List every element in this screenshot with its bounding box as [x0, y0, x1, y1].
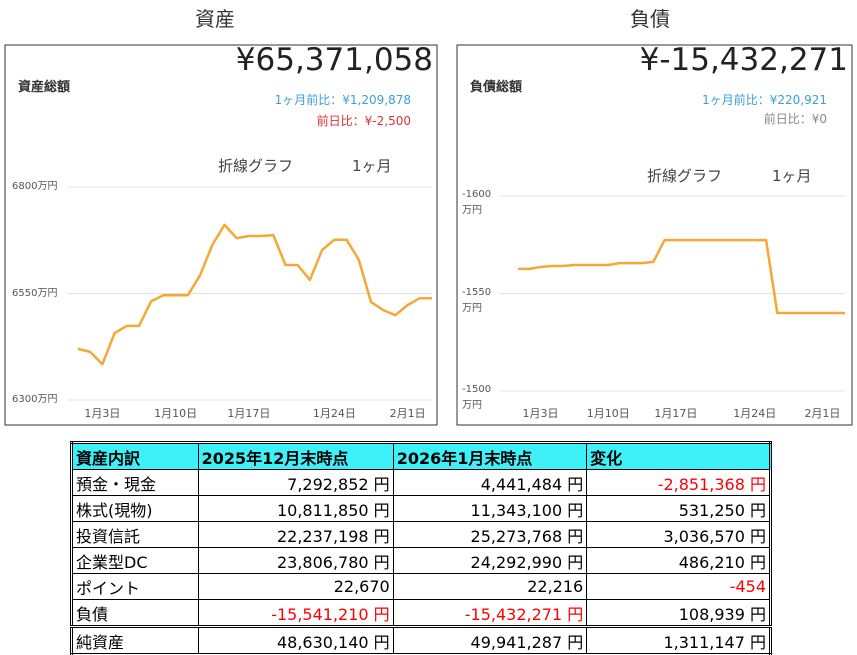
table-cell: -454	[586, 573, 771, 600]
table-row: 純資産 48,630,140 円 49,941,287 円 1,311,147 円	[71, 625, 771, 655]
period-select: 1ヶ月	[772, 167, 812, 185]
y-tick-label: 6300万円	[12, 394, 58, 405]
period-select: 1ヶ月	[352, 157, 392, 175]
table-cell: 22,216	[392, 573, 588, 600]
table-cell: 1,311,147 円	[586, 625, 771, 655]
table-row: ポイント 22,670 22,216 -454	[71, 573, 771, 600]
x-tick-label: 1月24日	[312, 407, 356, 420]
table-cell: 2025年12月末時点	[197, 442, 394, 470]
table-cell: 22,237,198 円	[197, 521, 394, 548]
table-cell: 25,273,768 円	[392, 521, 588, 548]
y-tick-label: -1550万円	[462, 286, 492, 314]
table-cell: 投資信託	[71, 521, 199, 548]
table-cell: 株式(現物)	[71, 495, 199, 522]
table-row: 株式(現物) 10,811,850 円 11,343,100 円 531,250 円	[71, 495, 771, 522]
x-tick-label: 1月10日	[154, 407, 198, 420]
month-change: 1ヶ月前比：¥220,921	[702, 93, 827, 107]
table-cell: 預金・現金	[71, 469, 199, 496]
table-cell: 純資産	[71, 625, 199, 655]
total: ¥65,371,058	[235, 42, 433, 78]
table-row: 預金・現金 7,292,852 円 4,441,484 円 -2,851,368 円	[71, 469, 771, 496]
y-tick-label: -1600万円	[462, 189, 492, 216]
table-cell: 資産内訳	[71, 442, 199, 470]
y-tick-label: -1500万円	[462, 384, 492, 411]
table-cell: 7,292,852 円	[197, 469, 394, 496]
data-line	[77, 223, 432, 366]
x-tick-label: 1月24日	[733, 407, 777, 420]
panel-label: 負債総額	[470, 80, 523, 95]
chart-type-select: 折線グラフ	[218, 157, 294, 175]
day-change: 前日比：¥0	[763, 112, 827, 126]
table-row: 投資信託 22,237,198 円 25,273,768 円 3,036,570 円	[71, 521, 771, 548]
table-row: 企業型DC 23,806,780 円 24,292,990 円 486,210 円	[71, 547, 771, 574]
table-cell: -15,432,271 円	[392, 599, 588, 627]
table-row: 負債 -15,541,210 円 -15,432,271 円 108,939 円	[71, 599, 771, 627]
y-tick-label: 6800万円	[12, 181, 58, 192]
table-cell: -15,541,210 円	[197, 599, 394, 627]
chart-type-select: 折線グラフ	[647, 167, 723, 185]
x-tick-label: 1月17日	[654, 407, 698, 420]
x-tick-label: 1月3日	[84, 407, 121, 420]
table-cell: 49,941,287 円	[392, 625, 588, 655]
month-change: 1ヶ月前比：¥1,209,878	[274, 93, 411, 107]
panel-title: 負債	[630, 7, 670, 31]
table-cell: 486,210 円	[586, 547, 771, 574]
table-cell: 22,670	[197, 573, 394, 600]
panel-label: 資産総額	[18, 80, 71, 95]
panel	[4, 44, 438, 426]
table-cell: ポイント	[71, 573, 199, 600]
table-cell: 23,806,780 円	[197, 547, 394, 574]
panel	[456, 44, 853, 426]
table-cell: -2,851,368 円	[586, 469, 771, 496]
table-cell: 変化	[586, 442, 771, 470]
x-tick-label: 2月1日	[389, 407, 426, 420]
table-cell: 531,250 円	[586, 495, 771, 522]
table-cell: 2026年1月末時点	[392, 442, 588, 470]
table-cell: 3,036,570 円	[586, 521, 771, 548]
table-cell: 24,292,990 円	[392, 547, 588, 574]
x-tick-label: 1月3日	[522, 407, 559, 420]
total: ¥-15,432,271	[639, 42, 848, 78]
table-cell: 48,630,140 円	[197, 625, 394, 655]
table-cell: 企業型DC	[71, 547, 199, 574]
day-change: 前日比：¥-2,500	[316, 114, 411, 128]
x-tick-label: 1月10日	[586, 407, 630, 420]
breakdown-table: 資産内訳 2025年12月末時点 2026年1月末時点 変化 預金・現金 7,292,85…	[70, 441, 772, 655]
table-cell: 負債	[71, 599, 199, 627]
panel-title: 資産	[195, 7, 235, 31]
y-tick-label: 6550万円	[12, 287, 58, 299]
table-cell: 108,939 円	[586, 599, 771, 627]
x-tick-label: 2月1日	[804, 407, 841, 420]
table-cell: 4,441,484 円	[392, 469, 588, 496]
x-tick-label: 1月17日	[227, 407, 271, 420]
data-line	[518, 238, 845, 315]
table-cell: 10,811,850 円	[197, 495, 394, 522]
table-cell: 11,343,100 円	[392, 495, 588, 522]
table-row: 資産内訳 2025年12月末時点 2026年1月末時点 変化	[71, 442, 771, 470]
